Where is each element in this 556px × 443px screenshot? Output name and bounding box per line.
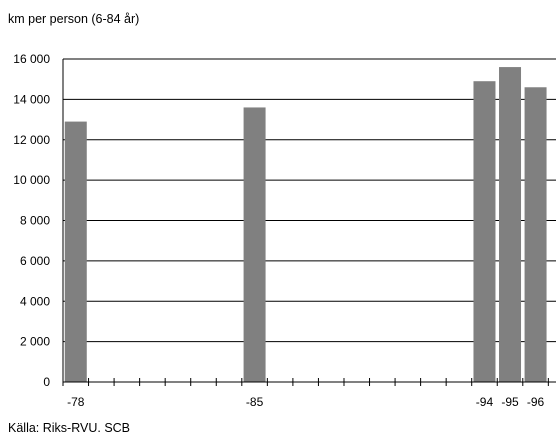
x-tick-label: -96: [527, 395, 545, 409]
x-tick-labels: -78 -85 -94 -95 -96: [67, 395, 544, 409]
y-tick-label: 16 000: [13, 52, 50, 66]
bar: [243, 107, 266, 382]
y-tick-label: 6 000: [20, 254, 50, 268]
bar-chart: 0 2 000 4 000 6 000 8 000 10 000 12 000 14 000 1…: [13, 52, 556, 409]
axes: [62, 59, 556, 386]
bars: [64, 67, 547, 383]
y-tick-label: 12 000: [13, 133, 50, 147]
y-tick-label: 4 000: [20, 294, 50, 308]
x-tick-label: -78: [67, 395, 85, 409]
x-tick-label: -95: [501, 395, 519, 409]
source-note: Källa: Riks-RVU. SCB: [8, 421, 131, 435]
x-tick-label: -94: [476, 395, 494, 409]
x-tick-label: -85: [246, 395, 264, 409]
bar: [524, 87, 547, 382]
y-tick-label: 2 000: [20, 335, 50, 349]
y-tick-label: 14 000: [13, 92, 50, 106]
bar: [499, 67, 522, 382]
y-tick-label: 0: [43, 375, 50, 389]
bar: [64, 121, 87, 383]
y-tick-label: 8 000: [20, 214, 50, 228]
y-tick-label: 10 000: [13, 173, 50, 187]
y-axis-unit-label: km per person (6-84 år): [8, 12, 140, 26]
bar: [473, 81, 496, 383]
y-tick-labels: 0 2 000 4 000 6 000 8 000 10 000 12 000 14 000 1…: [13, 52, 50, 389]
